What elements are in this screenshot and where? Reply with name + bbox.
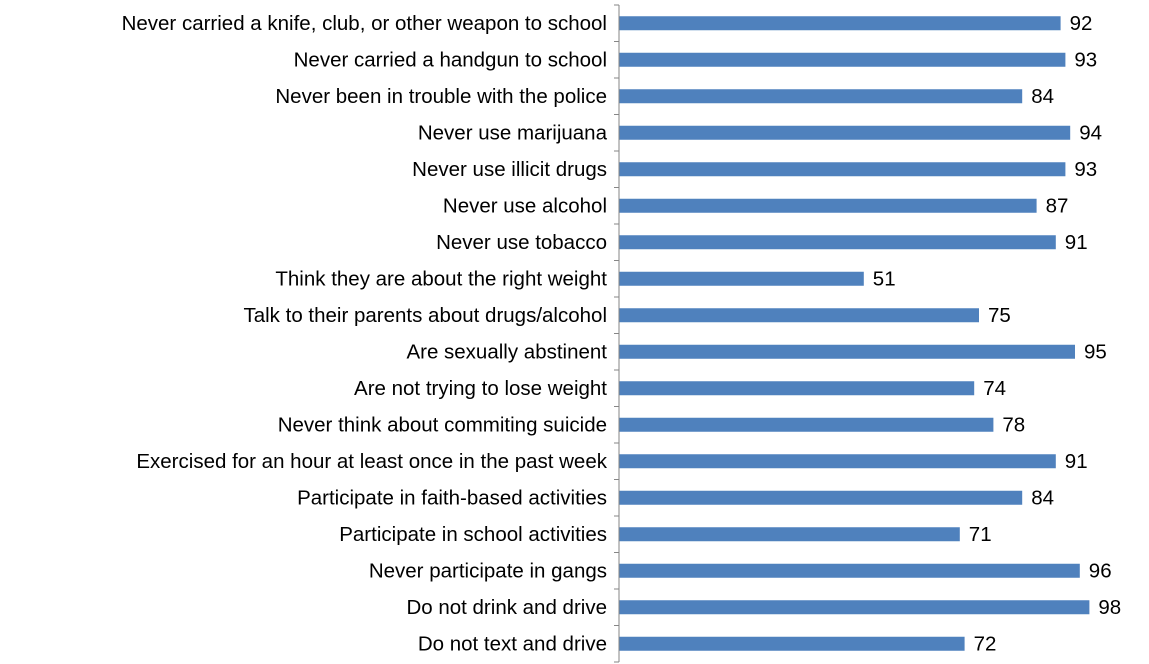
category-label-participate-in-school-activities: Participate in school activities bbox=[339, 523, 607, 546]
value-label-talk-to-their-parents-about-drugs-alcohol: 75 bbox=[988, 304, 1011, 327]
category-labels: Never carried a knife, club, or other we… bbox=[122, 12, 608, 656]
value-label-are-sexually-abstinent: 95 bbox=[1084, 340, 1107, 363]
bar-do-not-drink-and-drive bbox=[619, 600, 1090, 615]
category-label-never-use-illicit-drugs: Never use illicit drugs bbox=[412, 158, 607, 181]
category-label-never-participate-in-gangs: Never participate in gangs bbox=[369, 559, 607, 582]
category-label-never-use-tobacco: Never use tobacco bbox=[436, 231, 607, 254]
bar-never-use-marijuana bbox=[619, 125, 1071, 140]
category-label-exercised-for-an-hour-at-least-once-in-the-past-week: Exercised for an hour at least once in t… bbox=[136, 450, 607, 473]
value-label-never-carried-a-handgun-to-school: 93 bbox=[1074, 48, 1097, 71]
value-label-are-not-trying-to-lose-weight: 74 bbox=[983, 377, 1006, 400]
category-label-participate-in-faith-based-activities: Participate in faith-based activities bbox=[297, 486, 607, 509]
bar-are-not-trying-to-lose-weight bbox=[619, 381, 975, 396]
value-label-participate-in-faith-based-activities: 84 bbox=[1031, 486, 1054, 509]
value-label-exercised-for-an-hour-at-least-once-in-the-past-week: 91 bbox=[1065, 450, 1088, 473]
value-label-never-use-illicit-drugs: 93 bbox=[1074, 158, 1097, 181]
category-label-never-use-alcohol: Never use alcohol bbox=[443, 194, 607, 217]
bar-never-been-in-trouble-with-the-police bbox=[619, 89, 1023, 104]
category-label-never-think-about-commiting-suicide: Never think about commiting suicide bbox=[278, 413, 607, 436]
category-label-are-not-trying-to-lose-weight: Are not trying to lose weight bbox=[354, 377, 607, 400]
category-label-never-been-in-trouble-with-the-police: Never been in trouble with the police bbox=[275, 85, 607, 108]
value-label-do-not-text-and-drive: 72 bbox=[974, 632, 997, 655]
bar-never-think-about-commiting-suicide bbox=[619, 417, 994, 432]
value-label-never-use-alcohol: 87 bbox=[1046, 194, 1069, 217]
value-label-participate-in-school-activities: 71 bbox=[969, 523, 992, 546]
bar-exercised-for-an-hour-at-least-once-in-the-past-week bbox=[619, 454, 1056, 469]
category-label-do-not-drink-and-drive: Do not drink and drive bbox=[406, 596, 607, 619]
bar-talk-to-their-parents-about-drugs-alcohol bbox=[619, 308, 979, 323]
bar-never-use-illicit-drugs bbox=[619, 162, 1066, 177]
bar-participate-in-faith-based-activities bbox=[619, 490, 1023, 505]
category-label-do-not-text-and-drive: Do not text and drive bbox=[418, 632, 607, 655]
value-label-think-they-are-about-the-right-weight: 51 bbox=[873, 267, 896, 290]
bar-think-they-are-about-the-right-weight bbox=[619, 271, 864, 286]
value-label-never-participate-in-gangs: 96 bbox=[1089, 559, 1112, 582]
bars bbox=[619, 16, 1090, 651]
bar-never-use-alcohol bbox=[619, 198, 1037, 213]
value-label-do-not-drink-and-drive: 98 bbox=[1098, 596, 1121, 619]
category-label-never-use-marijuana: Never use marijuana bbox=[418, 121, 608, 144]
category-label-never-carried-a-knife-club-or-other-weapon-to-school: Never carried a knife, club, or other we… bbox=[122, 12, 607, 35]
bar-participate-in-school-activities bbox=[619, 527, 960, 542]
category-label-think-they-are-about-the-right-weight: Think they are about the right weight bbox=[275, 267, 607, 290]
bar-never-use-tobacco bbox=[619, 235, 1056, 250]
value-label-never-use-tobacco: 91 bbox=[1065, 231, 1088, 254]
category-axis bbox=[614, 4, 620, 663]
category-label-talk-to-their-parents-about-drugs-alcohol: Talk to their parents about drugs/alcoho… bbox=[243, 304, 607, 327]
bar-do-not-text-and-drive bbox=[619, 636, 965, 651]
category-label-never-carried-a-handgun-to-school: Never carried a handgun to school bbox=[294, 48, 607, 71]
value-label-never-been-in-trouble-with-the-police: 84 bbox=[1031, 85, 1054, 108]
value-label-never-carried-a-knife-club-or-other-weapon-to-school: 92 bbox=[1070, 12, 1093, 35]
bar-are-sexually-abstinent bbox=[619, 344, 1075, 359]
bar-never-participate-in-gangs bbox=[619, 563, 1080, 578]
value-label-never-use-marijuana: 94 bbox=[1079, 121, 1102, 144]
category-label-are-sexually-abstinent: Are sexually abstinent bbox=[406, 340, 607, 363]
value-label-never-think-about-commiting-suicide: 78 bbox=[1002, 413, 1025, 436]
bar-never-carried-a-handgun-to-school bbox=[619, 52, 1066, 67]
bar-never-carried-a-knife-club-or-other-weapon-to-school bbox=[619, 16, 1061, 31]
